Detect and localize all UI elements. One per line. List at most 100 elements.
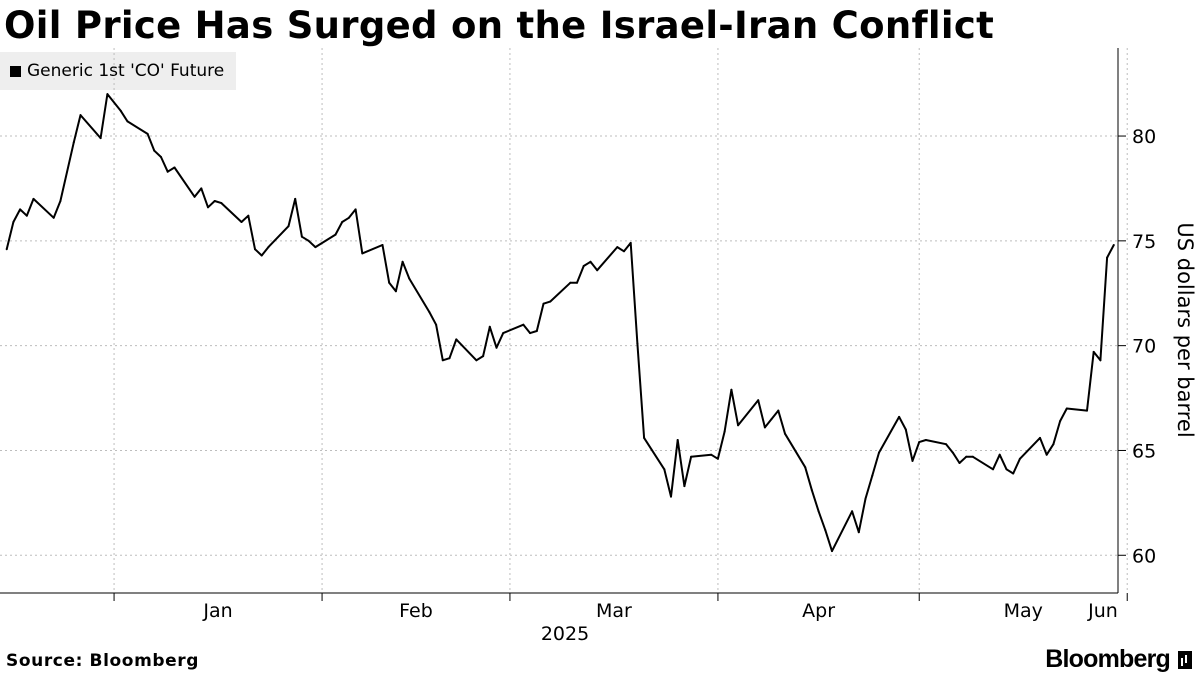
data-point: [173, 166, 176, 169]
data-point: [924, 439, 927, 441]
data-point: [482, 355, 485, 358]
data-point: [119, 109, 122, 112]
data-point: [354, 208, 357, 211]
data-point: [1065, 407, 1068, 410]
data-point: [958, 462, 961, 464]
x-axis: Jan Feb Mar Apr May Jun: [0, 592, 1128, 622]
legend-swatch: [10, 65, 21, 77]
data-point: [72, 141, 75, 144]
y-tick-label: 70: [1132, 336, 1156, 358]
data-point: [529, 332, 532, 335]
data-point: [428, 311, 431, 314]
y-axis-label: US dollars per barrel: [1173, 222, 1197, 437]
data-point: [106, 93, 109, 96]
data-point: [770, 418, 773, 420]
data-point: [636, 342, 639, 345]
data-point: [582, 265, 585, 267]
data-point: [824, 529, 827, 532]
data-point: [898, 415, 901, 418]
data-point: [535, 330, 538, 332]
data-point: [1106, 256, 1109, 259]
x-axis-label: 2025: [541, 623, 589, 645]
data-point: [1045, 453, 1048, 456]
data-point: [777, 409, 780, 412]
data-point: [213, 200, 216, 202]
data-point: [488, 325, 491, 328]
data-point: [911, 459, 914, 462]
data-point: [542, 302, 545, 305]
data-point: [441, 359, 444, 362]
data-point: [1099, 359, 1102, 362]
data-point: [569, 281, 572, 284]
data-point: [435, 323, 438, 326]
data-point: [448, 357, 451, 360]
data-point: [643, 436, 646, 439]
data-point: [347, 216, 350, 219]
data-point: [1018, 457, 1021, 460]
data-point: [992, 468, 994, 471]
data-point: [25, 214, 28, 217]
source-note: Source: Bloomberg: [6, 651, 200, 671]
data-point: [267, 246, 270, 249]
data-point: [240, 221, 243, 223]
data-point: [388, 281, 391, 284]
y-tick-label: 75: [1132, 231, 1156, 253]
x-tick-label: Jan: [202, 600, 232, 622]
data-point: [857, 531, 860, 534]
data-point: [965, 455, 968, 458]
data-point: [971, 455, 974, 458]
data-point: [361, 252, 364, 255]
y-axis: 60 65 70 75 80: [1117, 48, 1156, 593]
data-point: [690, 455, 693, 458]
series-layer: [5, 93, 1115, 553]
data-point: [307, 239, 310, 242]
data-point: [314, 246, 317, 249]
data-point: [287, 225, 290, 228]
data-point: [851, 510, 854, 513]
series-line: [5, 93, 1115, 553]
data-point: [502, 332, 505, 335]
data-point: [676, 439, 679, 441]
data-point: [804, 466, 807, 469]
data-point: [616, 246, 619, 249]
data-point: [589, 260, 592, 263]
data-point: [576, 281, 578, 284]
data-point: [663, 468, 666, 471]
data-point: [153, 149, 156, 152]
data-point: [254, 248, 256, 251]
data-point: [1059, 420, 1062, 423]
data-point: [207, 206, 209, 209]
data-point: [146, 132, 149, 135]
data-point: [951, 451, 954, 454]
data-point: [247, 214, 250, 217]
x-tick-label: Apr: [802, 600, 835, 622]
data-point: [1039, 436, 1041, 439]
data-point: [918, 441, 921, 444]
data-point: [945, 443, 948, 446]
data-point: [408, 277, 411, 280]
data-point: [1092, 350, 1095, 353]
data-point: [59, 200, 62, 202]
data-point: [723, 430, 726, 433]
data-point: [757, 399, 760, 402]
data-point: [160, 156, 162, 158]
data-point: [871, 474, 874, 477]
data-point: [1112, 244, 1115, 246]
data-point: [394, 290, 397, 293]
brand-logo: Bloomberg: [1045, 645, 1192, 674]
data-point: [19, 208, 22, 211]
data-point: [1012, 472, 1015, 475]
data-point: [629, 241, 632, 244]
data-point: [730, 388, 733, 391]
data-point: [126, 120, 129, 123]
x-tick-label: May: [1004, 600, 1043, 622]
data-point: [864, 497, 867, 500]
brand-name: Bloomberg: [1045, 645, 1171, 673]
y-tick-label: 65: [1132, 440, 1156, 462]
x-tick-label: Feb: [399, 600, 433, 622]
data-point: [716, 457, 719, 460]
data-point: [784, 432, 786, 435]
data-point: [495, 346, 498, 349]
data-point: [166, 170, 169, 173]
